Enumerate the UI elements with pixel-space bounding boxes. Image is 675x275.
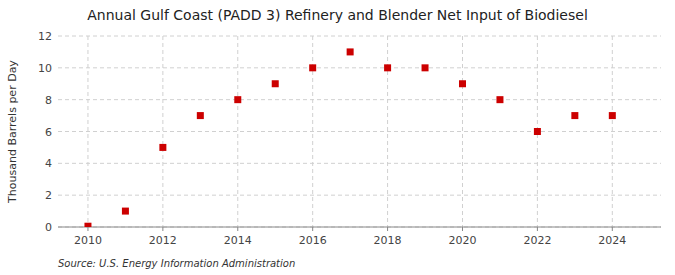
tick-mark — [312, 227, 313, 231]
tick-label: 2010 — [74, 234, 102, 247]
grid-line — [58, 227, 661, 228]
title: Annual Gulf Coast (PADD 3) Refinery and … — [87, 7, 588, 23]
point — [272, 80, 279, 87]
tick-mark — [462, 227, 463, 231]
grid-line — [58, 131, 661, 132]
point — [84, 223, 91, 227]
tick-label: 2024 — [598, 234, 626, 247]
grid-line — [162, 36, 163, 227]
grid-line — [612, 36, 613, 227]
tick-label: 6 — [45, 126, 52, 139]
page: {"chart_data": { "type": "scatter", "tit… — [0, 0, 675, 275]
y-axis-label: Thousand Barrels per Day — [6, 60, 19, 204]
chart-container: 0 2 4 6 8 10 12 2010 2012 2014 2016 2018 2020 2022 202… — [0, 0, 675, 275]
grid-line — [58, 163, 661, 164]
grid — [58, 36, 661, 227]
x-axis-line — [58, 227, 661, 228]
point — [496, 96, 503, 103]
point — [309, 64, 316, 71]
tick-label: 2016 — [299, 234, 327, 247]
tick-label: 2018 — [374, 234, 402, 247]
tick-label: 8 — [45, 94, 52, 107]
points — [84, 48, 615, 227]
grid-line — [58, 36, 661, 37]
point — [347, 48, 354, 55]
point — [122, 208, 129, 215]
tick-label: 2020 — [448, 234, 476, 247]
tick-label: 2 — [45, 189, 52, 202]
tick-label: 10 — [38, 62, 52, 75]
grid-line — [58, 195, 661, 196]
tick-label: 12 — [38, 30, 52, 43]
point — [384, 64, 391, 71]
point — [459, 80, 466, 87]
tick-label: 2022 — [523, 234, 551, 247]
tick-label: 0 — [45, 221, 52, 234]
annotation: Source: U.S. Energy Information Administ… — [58, 258, 295, 269]
tick-label: 2012 — [149, 234, 177, 247]
grid-line — [462, 36, 463, 227]
point — [609, 112, 616, 119]
tick-mark — [537, 227, 538, 231]
point — [234, 96, 241, 103]
grid-line — [87, 36, 88, 227]
point — [197, 112, 204, 119]
grid-line — [237, 36, 238, 227]
grid-line — [58, 67, 661, 68]
tick-mark — [87, 227, 88, 231]
tick-mark — [612, 227, 613, 231]
tick-label: 2014 — [224, 234, 252, 247]
tick-mark — [387, 227, 388, 231]
point — [571, 112, 578, 119]
grid-line — [58, 99, 661, 100]
chart: 0 2 4 6 8 10 12 2010 2012 2014 2016 2018 2020 2022 202… — [0, 0, 675, 275]
point — [159, 144, 166, 151]
point — [534, 128, 541, 135]
tick-mark — [162, 227, 163, 231]
tick-label: 4 — [45, 157, 52, 170]
tick-mark — [237, 227, 238, 231]
point — [422, 64, 429, 71]
